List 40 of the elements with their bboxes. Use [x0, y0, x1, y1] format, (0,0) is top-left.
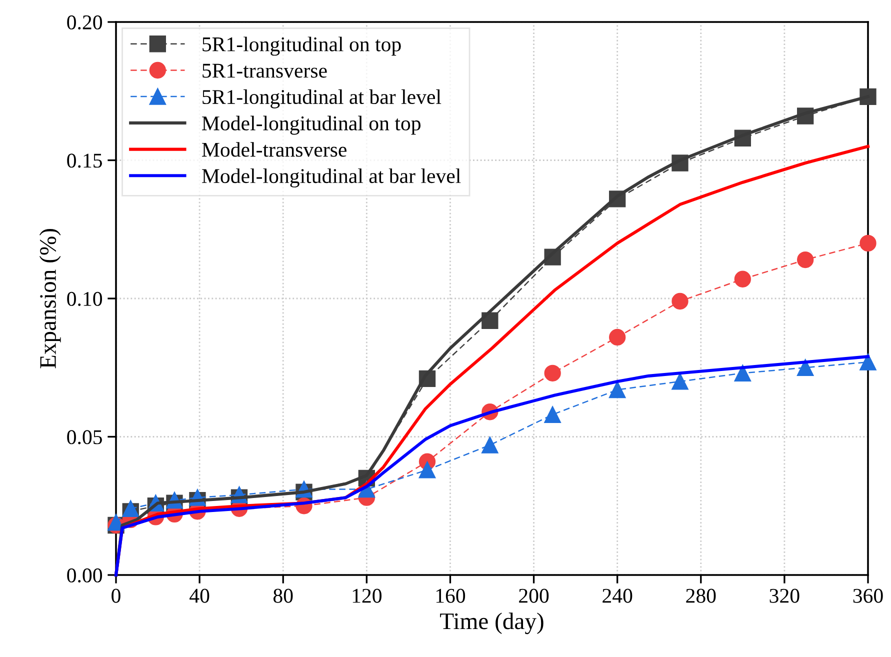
point [734, 270, 751, 288]
legend-label: 5R1-transverse [202, 64, 327, 78]
x-tick-label: 240 [602, 588, 632, 603]
point [860, 354, 876, 370]
point [797, 359, 814, 376]
x-tick-label: 320 [770, 588, 800, 603]
point [734, 364, 751, 382]
x-tick-label: 0 [112, 588, 120, 603]
x-tick-label: 160 [436, 588, 466, 603]
x-tick-label: 80 [273, 588, 293, 603]
point [609, 328, 626, 346]
point [860, 88, 876, 105]
point [482, 436, 498, 454]
point [108, 514, 124, 531]
point [609, 381, 626, 398]
point [797, 251, 814, 268]
legend-label: Model-longitudinal on top [202, 116, 420, 135]
x-tick-label: 40 [190, 588, 210, 603]
x-tick-label: 200 [519, 588, 549, 603]
legend-label: Model-longitudinal at bar level [202, 168, 461, 188]
y-axis-title: Expansion (%) [39, 229, 61, 368]
legend-label: 5R1-longitudinal on top [202, 36, 401, 56]
x-tick-label: 280 [686, 588, 716, 603]
point [860, 234, 876, 252]
point [672, 373, 688, 390]
y-tick-label: 0.20 [67, 15, 102, 30]
x-tick-label: 360 [853, 588, 883, 603]
point [122, 500, 139, 517]
point [418, 462, 436, 478]
point [544, 364, 561, 382]
legend-label: 5R1-longitudinal at bar level [202, 89, 442, 108]
point [672, 292, 688, 310]
y-tick-label: 0.00 [67, 568, 102, 583]
legend-label: Model-transverse [202, 142, 346, 157]
y-tick-label: 0.10 [67, 292, 102, 306]
point [544, 406, 561, 423]
x-tick-label: 120 [352, 588, 382, 603]
y-tick-label: 0.05 [67, 430, 102, 444]
x-axis-title: Time (day) [440, 612, 544, 634]
y-tick-label: 0.15 [67, 154, 102, 168]
